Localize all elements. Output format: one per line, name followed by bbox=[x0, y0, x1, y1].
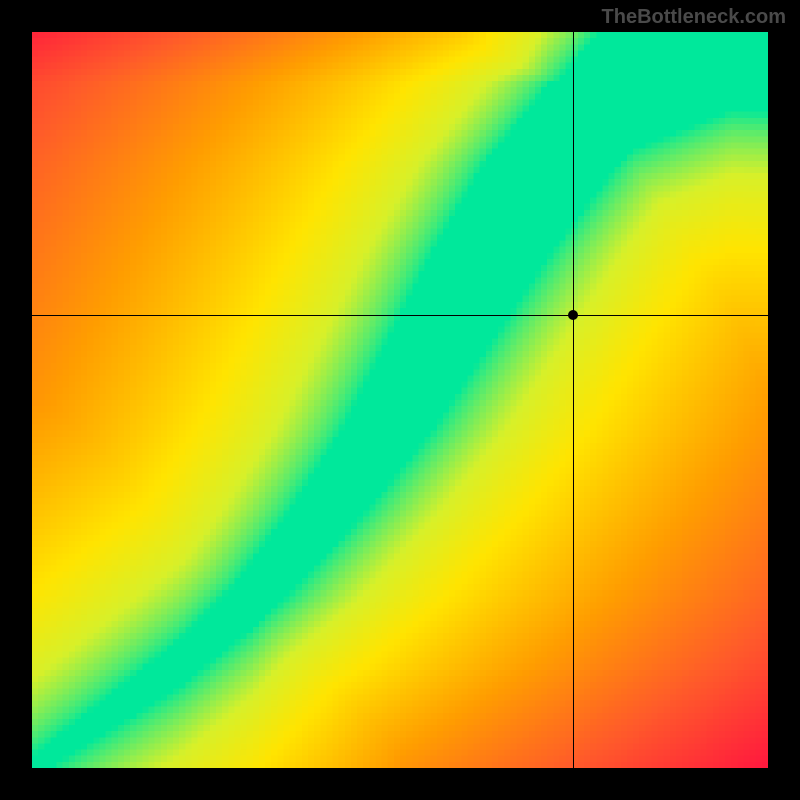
crosshair-vertical bbox=[573, 32, 574, 768]
bottleneck-heatmap bbox=[32, 32, 768, 768]
plot-area bbox=[32, 32, 768, 768]
crosshair-horizontal bbox=[32, 315, 768, 316]
watermark-label: TheBottleneck.com bbox=[602, 6, 786, 29]
selection-marker[interactable] bbox=[568, 310, 578, 320]
